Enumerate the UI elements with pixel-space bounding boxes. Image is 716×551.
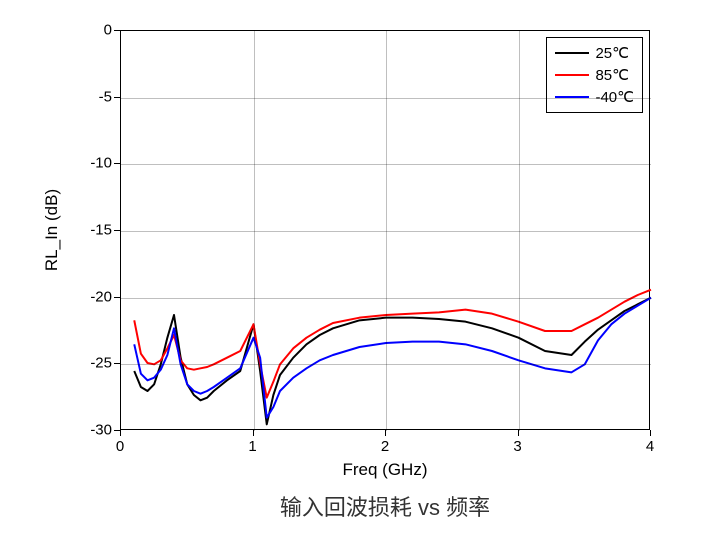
x-tick-label: 0 [116, 438, 124, 455]
y-tick [114, 297, 120, 298]
x-tick-label: 2 [381, 438, 389, 455]
x-tick-label: 3 [513, 438, 521, 455]
y-tick-label: 0 [82, 22, 112, 39]
y-tick [114, 363, 120, 364]
x-tick [385, 430, 386, 436]
x-tick-label: 1 [248, 438, 256, 455]
y-axis-label: RL_In (dB) [42, 189, 62, 271]
figure: 25℃85℃-40℃ RL_In (dB) Freq (GHz) 输入回波损耗 … [0, 0, 716, 551]
x-axis-label: Freq (GHz) [343, 460, 428, 480]
legend: 25℃85℃-40℃ [546, 37, 643, 113]
y-tick [114, 97, 120, 98]
legend-swatch [555, 52, 589, 54]
x-tick-label: 4 [646, 438, 654, 455]
y-tick [114, 163, 120, 164]
x-tick [253, 430, 254, 436]
gridline-horizontal [121, 164, 651, 165]
y-tick [114, 230, 120, 231]
y-tick-label: -5 [82, 88, 112, 105]
y-tick [114, 30, 120, 31]
chart-caption: 输入回波损耗 vs 频率 [280, 490, 490, 522]
y-tick [114, 430, 120, 431]
x-tick [650, 430, 651, 436]
legend-swatch [555, 74, 589, 76]
series-line [134, 298, 651, 425]
y-tick-label: -30 [82, 422, 112, 439]
y-tick-label: -15 [82, 222, 112, 239]
y-tick-label: -10 [82, 155, 112, 172]
x-tick [518, 430, 519, 436]
legend-item: 25℃ [555, 42, 634, 64]
gridline-horizontal [121, 298, 651, 299]
series-line [134, 290, 651, 398]
gridline-horizontal [121, 98, 651, 99]
legend-label: 25℃ [595, 44, 629, 62]
y-tick-label: -20 [82, 288, 112, 305]
legend-label: 85℃ [595, 66, 629, 84]
gridline-horizontal [121, 364, 651, 365]
legend-item: 85℃ [555, 64, 634, 86]
y-tick-label: -25 [82, 355, 112, 372]
plot-area: 25℃85℃-40℃ [120, 30, 650, 430]
x-tick [120, 430, 121, 436]
series-line [134, 298, 651, 418]
gridline-horizontal [121, 231, 651, 232]
